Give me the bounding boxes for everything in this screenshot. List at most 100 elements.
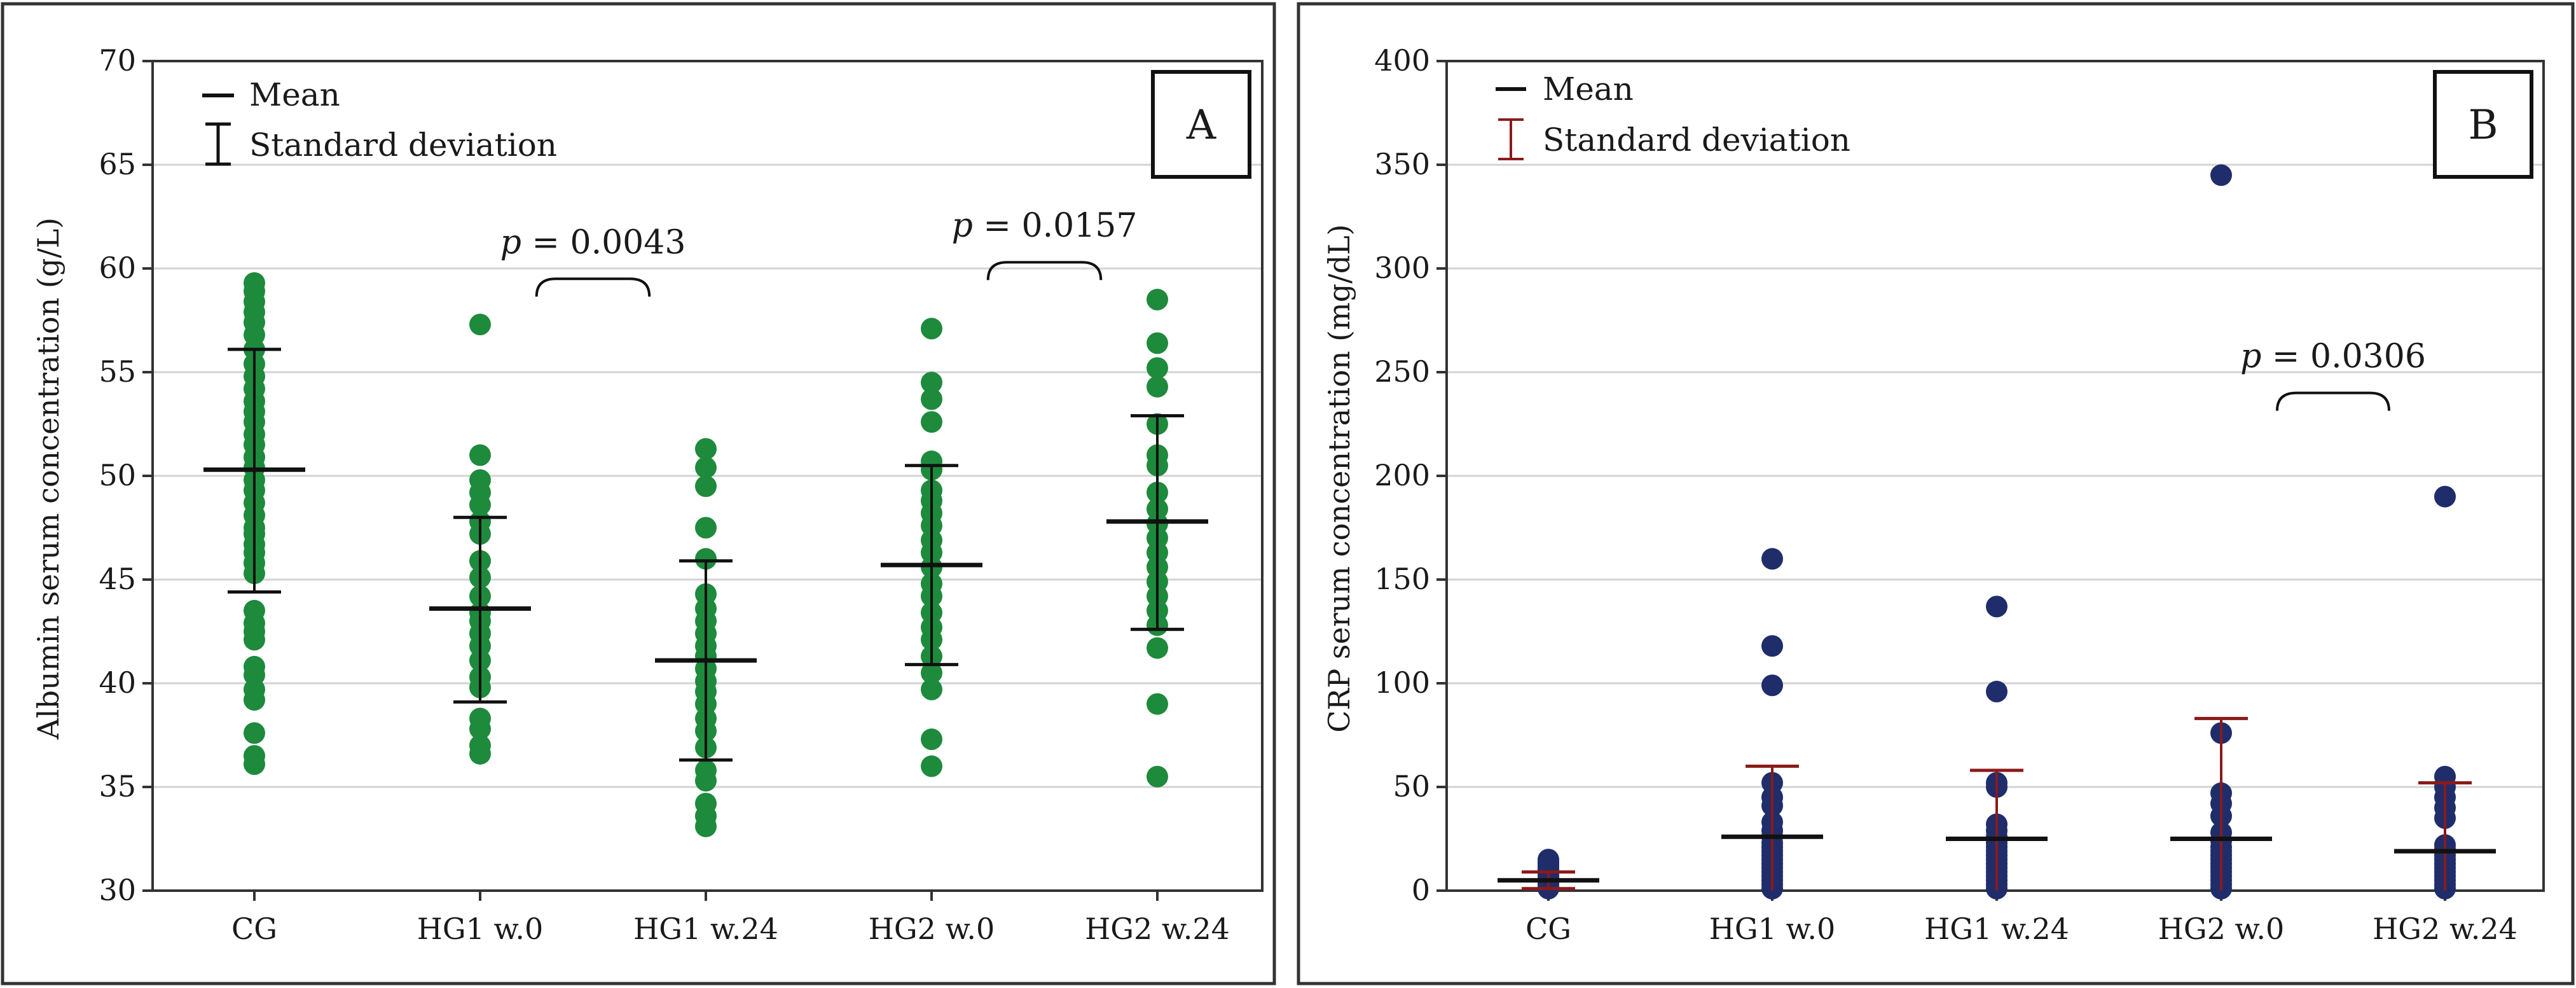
data-point	[695, 517, 717, 539]
series-cg	[203, 272, 305, 776]
y-tick-label: 30	[99, 873, 136, 907]
y-tick-label: 400	[1374, 43, 1430, 78]
y-tick-label: 40	[99, 665, 136, 700]
data-point	[921, 755, 942, 777]
p-value-label: p = 0.0157	[952, 207, 1138, 245]
p-value-label: p = 0.0306	[2240, 338, 2426, 376]
data-point	[695, 456, 717, 478]
data-point	[1761, 548, 1783, 570]
panel-a-ylabel: Albumin serum concentration (g/L)	[31, 218, 65, 740]
data-point	[695, 793, 717, 815]
x-tick-label: HG2 w.24	[1085, 912, 1230, 946]
y-tick-label: 150	[1374, 562, 1430, 596]
x-tick-label: CG	[1526, 912, 1571, 946]
data-point	[1147, 375, 1168, 398]
data-point	[1538, 849, 1559, 871]
series-hg1-w-0	[1721, 548, 1823, 900]
data-point	[921, 728, 942, 751]
p-value-label: p = 0.0043	[500, 223, 686, 261]
data-point	[244, 745, 265, 767]
y-tick-label: 60	[99, 251, 136, 285]
series-hg1-w-0	[429, 314, 531, 765]
data-point	[244, 599, 265, 622]
significance-bracket	[535, 277, 651, 297]
legend-sd-icon	[205, 122, 231, 166]
significance-bracket	[2276, 391, 2390, 411]
data-point	[469, 707, 491, 730]
data-point	[1147, 288, 1168, 310]
data-point	[921, 388, 942, 410]
legend-mean-label: Mean	[1543, 71, 1634, 108]
data-point	[1147, 357, 1168, 379]
data-point	[469, 469, 491, 491]
x-tick-label: HG1 w.0	[1709, 912, 1836, 946]
data-point	[244, 272, 265, 294]
series-cg	[1498, 849, 1599, 900]
significance-bracket	[986, 261, 1103, 281]
y-tick-label: 65	[99, 147, 136, 181]
panel-b-ylabel: CRP serum concentration (mg/dL)	[1322, 224, 1356, 732]
panel-b: CRP serum concentration (mg/dL) 0 50 100 15…	[1297, 2, 2575, 985]
series-hg1-w-24	[1946, 595, 2048, 900]
legend-sd-label: Standard deviation	[249, 127, 557, 164]
data-point	[1147, 637, 1168, 659]
data-point	[1986, 681, 2008, 703]
y-tick-label: 250	[1374, 354, 1430, 389]
panel-a-letter-box	[1151, 70, 1251, 179]
data-point	[921, 662, 942, 684]
y-tick-label: 35	[99, 769, 136, 804]
data-point	[921, 317, 942, 340]
series-hg2-w-0	[2170, 164, 2272, 900]
data-point	[921, 372, 942, 394]
data-point	[921, 678, 942, 700]
plot-frame	[151, 60, 1264, 892]
data-point	[695, 548, 717, 570]
panel-a-frame	[1, 2, 1276, 985]
y-tick-label: 100	[1374, 665, 1430, 700]
data-point	[244, 655, 265, 678]
y-tick-label: 70	[99, 43, 136, 78]
data-point	[469, 734, 491, 756]
series-hg1-w-24	[655, 438, 757, 837]
panel-a: Albumin serum concentration (g/L) 30 35 40…	[1, 2, 1276, 985]
legend-sd-label: Standard deviation	[1543, 122, 1850, 158]
data-point	[469, 314, 491, 336]
x-tick-label: HG2 w.0	[2158, 912, 2285, 946]
x-tick-label: HG1 w.24	[1924, 912, 2069, 946]
y-tick-label: 50	[1393, 769, 1430, 804]
panel-a-letter: A	[1186, 102, 1216, 149]
panel-a-legend: Mean Standard deviation	[202, 76, 557, 166]
data-point	[469, 444, 491, 466]
y-tick-label: 300	[1374, 251, 1430, 285]
data-point	[1147, 332, 1168, 354]
x-tick-label: CG	[231, 912, 277, 946]
x-tick-label: HG1 w.24	[633, 912, 778, 946]
series-hg2-w-24	[2394, 485, 2496, 900]
y-tick-label: 55	[99, 354, 136, 389]
data-point	[244, 722, 265, 744]
y-tick-label: 45	[99, 562, 136, 596]
panel-b-plot: 0 50 100 150 200 250 300 350 400 CG HG1 w.0 HG1 w.2…	[1374, 43, 2545, 946]
data-point	[695, 438, 717, 460]
x-tick-label: HG2 w.24	[2373, 912, 2517, 946]
data-point	[1147, 765, 1168, 788]
y-tick-label: 50	[99, 458, 136, 492]
x-tick-label: HG1 w.0	[417, 912, 544, 946]
data-point	[921, 411, 942, 433]
series-hg2-w-24	[1106, 288, 1208, 788]
panel-b-frame	[1297, 2, 2575, 985]
panel-a-plot: 30 35 40 45 50 55 60 65 70 CG HG1 w.0 HG1 w.24 HG2 w…	[99, 43, 1264, 946]
x-tick-label: HG2 w.0	[869, 912, 995, 946]
legend-mean-label: Mean	[249, 76, 340, 113]
y-tick-label: 200	[1374, 458, 1430, 492]
y-tick-label: 350	[1374, 147, 1430, 181]
data-point	[695, 475, 717, 497]
legend-sd-icon	[1498, 118, 1524, 160]
panel-b-letter: B	[2468, 102, 2498, 149]
data-point	[1147, 693, 1168, 715]
data-point	[1986, 595, 2008, 618]
data-point	[1761, 635, 1783, 657]
data-point	[1761, 674, 1783, 697]
panel-b-legend: Mean Standard deviation	[1496, 71, 1850, 160]
